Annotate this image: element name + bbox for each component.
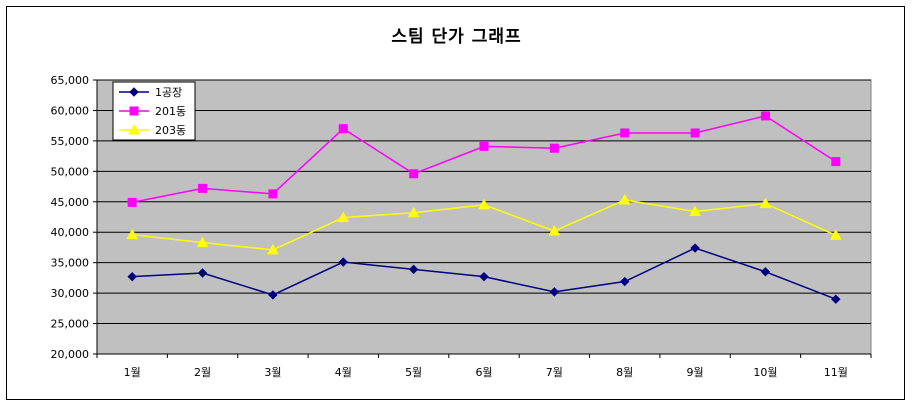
data-point — [127, 197, 137, 207]
legend-label: 201동 — [155, 105, 186, 118]
x-tick-label: 6월 — [475, 366, 492, 379]
legend-label: 1공장 — [155, 86, 182, 99]
x-tick-label: 2월 — [194, 366, 211, 379]
data-point — [549, 287, 560, 297]
data-point — [548, 224, 561, 236]
x-tick-label: 9월 — [687, 366, 704, 379]
data-point — [407, 206, 420, 218]
x-tick-label: 7월 — [546, 366, 563, 379]
data-point — [479, 271, 489, 282]
data-point — [267, 243, 279, 255]
data-point — [759, 197, 772, 209]
x-tick-label: 5월 — [405, 366, 422, 379]
series-201동 — [127, 111, 841, 207]
data-point — [689, 205, 701, 217]
x-tick-label: 3월 — [264, 366, 281, 379]
x-tick-label: 8월 — [616, 366, 633, 379]
series-1공장 — [127, 243, 841, 304]
data-point — [760, 267, 771, 277]
data-point — [479, 141, 489, 151]
data-point — [831, 157, 841, 167]
data-point — [126, 228, 139, 240]
data-point — [620, 276, 630, 287]
data-point — [831, 294, 841, 304]
x-tick-label: 4월 — [335, 366, 352, 379]
y-tick-label: 50,000 — [51, 165, 90, 178]
chart-title: 스팀 단가 그래프 — [391, 27, 522, 47]
data-point — [198, 183, 208, 193]
data-point — [549, 143, 559, 153]
data-point — [409, 169, 419, 179]
plot-area — [96, 79, 872, 355]
y-tick-label: 65,000 — [51, 74, 90, 87]
x-tick-label: 1월 — [124, 366, 141, 379]
y-tick-label: 20,000 — [51, 348, 90, 361]
y-tick-label: 25,000 — [51, 318, 90, 331]
data-point — [690, 243, 700, 253]
data-point — [129, 106, 139, 116]
data-point — [760, 111, 770, 121]
data-point — [129, 87, 139, 97]
data-point — [408, 264, 419, 275]
x-tick-label: 10월 — [753, 366, 777, 379]
y-tick-label: 60,000 — [51, 104, 90, 117]
data-point — [268, 189, 278, 199]
data-point — [338, 124, 348, 134]
data-point — [268, 290, 278, 300]
series-203동 — [126, 193, 842, 255]
y-tick-label: 35,000 — [51, 257, 90, 270]
data-point — [690, 128, 700, 138]
data-point — [620, 128, 630, 138]
data-point — [128, 123, 140, 135]
data-point — [196, 236, 209, 248]
data-point — [197, 268, 208, 278]
data-point — [338, 257, 348, 267]
data-point — [337, 211, 350, 223]
data-point — [127, 271, 137, 282]
y-tick-label: 55,000 — [51, 135, 90, 148]
y-tick-label: 40,000 — [51, 226, 90, 239]
x-tick-label: 11월 — [824, 366, 848, 379]
data-point — [829, 229, 842, 240]
legend-label: 203동 — [155, 124, 186, 137]
data-point — [618, 193, 631, 205]
data-point — [478, 198, 490, 210]
y-tick-label: 45,000 — [51, 196, 90, 209]
y-tick-label: 30,000 — [51, 287, 90, 300]
